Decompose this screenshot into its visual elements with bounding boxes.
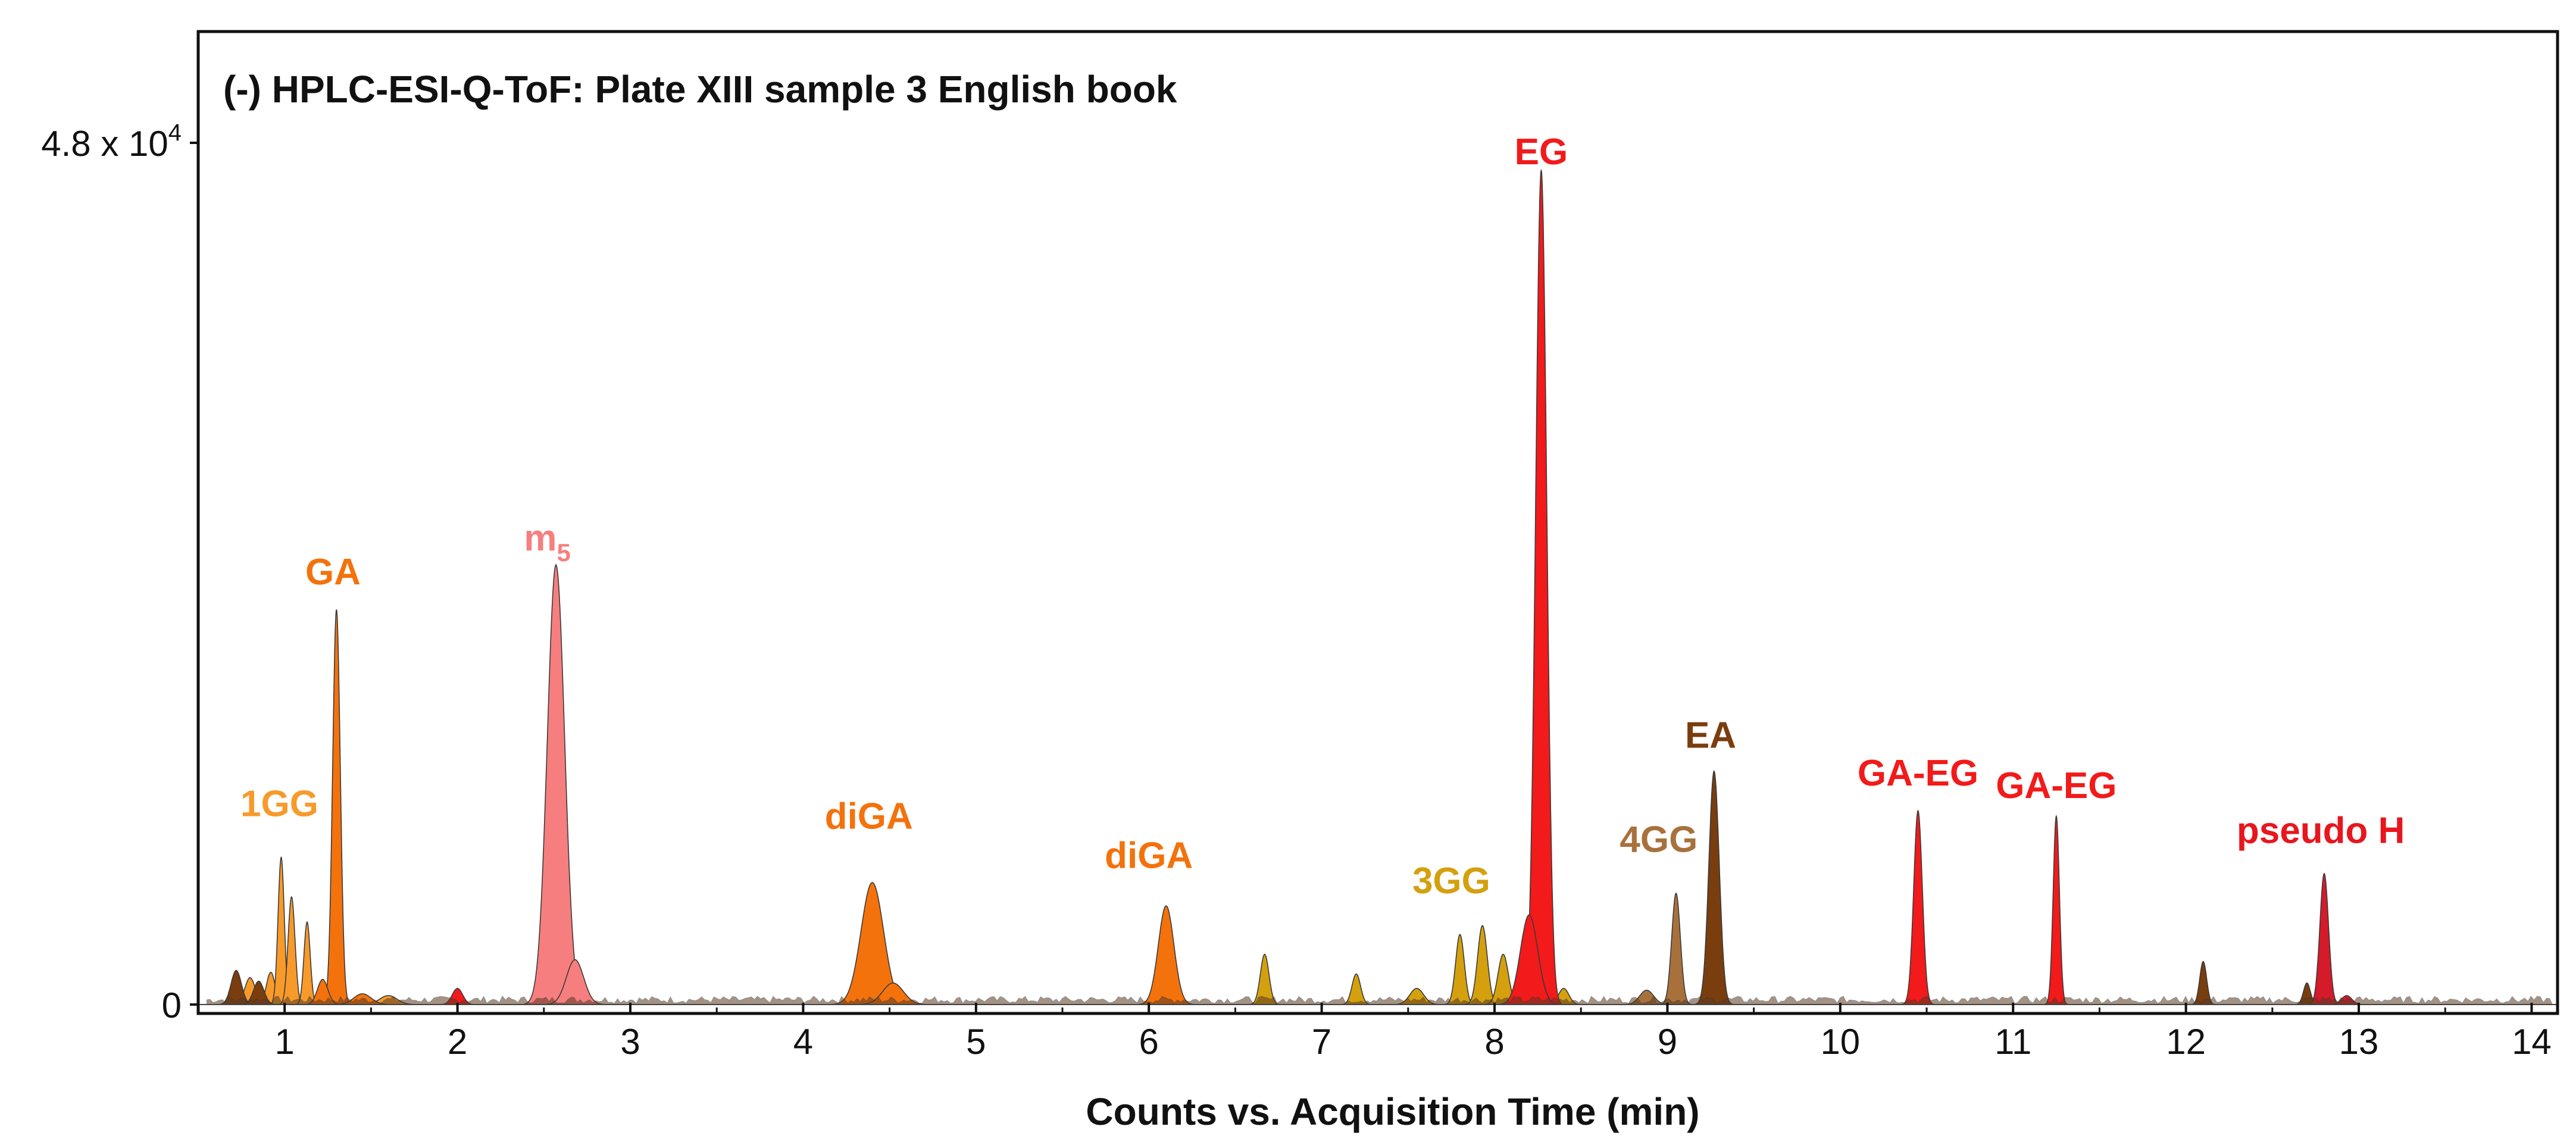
x-tick-label-12: 12 [2166,1022,2206,1062]
peak-label-diga-3: diGA [825,796,913,837]
peak-4gg-7-0 [1660,892,1692,1005]
peaks-layer [217,170,2366,1005]
peak-label-ea-8: EA [1685,715,1736,756]
x-axis-label: Counts vs. Acquisition Time (min) [1086,1090,1699,1133]
x-tick-label-8: 8 [1484,1022,1504,1062]
x-tick-label-3: 3 [620,1022,640,1062]
x-tick-label-13: 13 [2339,1022,2379,1062]
baseline-noise [206,995,2553,1005]
x-tick-label-2: 2 [448,1022,467,1062]
y-tick-label-0: 4.8 x 104 [41,120,182,164]
peak-ea-8-0 [1695,770,1733,1005]
y-tick-exponent: 4 [168,120,182,146]
x-tick-label-1: 1 [275,1022,295,1062]
baseline-noise-layer [198,995,2558,1005]
x-tick-label-10: 10 [1820,1022,1860,1062]
peak-label-ga-eg-9: GA-EG [1858,753,1978,794]
peak-label-pseudo-h-11: pseudo H [2237,811,2405,852]
peak-label-ga-1: GA [305,552,361,593]
x-tick-label-6: 6 [1139,1022,1159,1062]
peak-label-3gg-5: 3GG [1412,861,1490,902]
peak-label-1gg-0: 1GG [240,783,318,824]
x-tick-label-9: 9 [1658,1022,1677,1062]
peak-ga-eg-9-0 [1902,809,1934,1005]
peak-label-ga-eg-10: GA-EG [1996,765,2117,806]
peak-ga-1-0 [322,609,351,1005]
x-tick-label-14: 14 [2512,1022,2552,1062]
peak-label-4gg-7: 4GG [1620,819,1697,861]
peak-ga-eg-10-0 [2044,815,2068,1005]
y-tick-label-1: 0 [162,985,182,1025]
x-tick-label-4: 4 [793,1022,813,1062]
peak-label-subscript: 5 [557,539,571,567]
peak-label-diga-4: diGA [1105,836,1193,877]
x-tick-label-5: 5 [966,1022,986,1062]
x-tick-label-11: 11 [1994,1022,2031,1062]
peak-label-eg-6: EG [1515,132,1568,173]
x-tick-label-7: 7 [1312,1022,1331,1062]
chart-title: (-) HPLC-ESI-Q-ToF: Plate XIII sample 3 … [223,68,1177,111]
plot-frame [196,30,2559,1015]
